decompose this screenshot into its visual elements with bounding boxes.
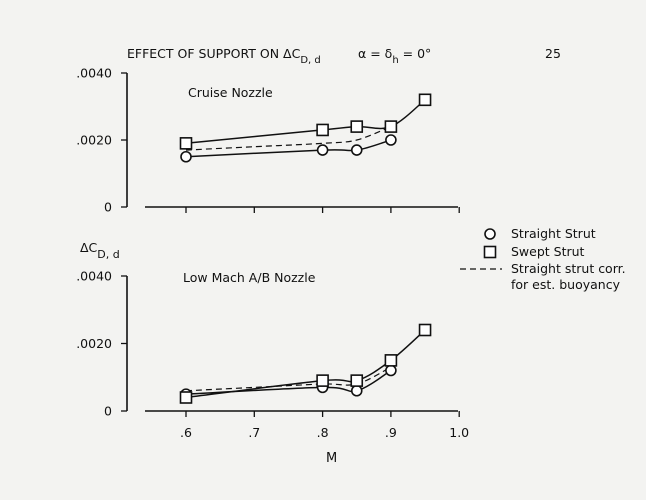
y-tick-label: 0	[104, 200, 112, 215]
data-point-circle	[350, 384, 363, 397]
y-ticks: 0 .0020 .0040	[76, 269, 127, 419]
data-point-circle	[350, 144, 363, 156]
data-point-square	[316, 123, 329, 137]
legend-label-corrected-cont: for est. buoyancy	[511, 277, 621, 292]
legend-circle-marker	[484, 228, 496, 240]
series-group	[179, 93, 432, 163]
x-ticks	[185, 207, 460, 213]
x-tick-label: 1.0	[449, 425, 469, 440]
data-point-square	[179, 137, 193, 150]
data-point-square	[384, 354, 398, 367]
legend-label-corrected: Straight strut corr.	[511, 261, 626, 276]
series-line-straight-strut	[185, 139, 392, 158]
legend: Straight Strut Swept Strut Straight stru…	[460, 226, 626, 292]
y-tick-label: .0020	[76, 133, 112, 148]
data-point-square	[384, 120, 398, 133]
panel-low-mach-ab-nozzle: Low Mach A/B Nozzle 0 .0020 .0040 .6 .7 .8 .9…	[76, 269, 469, 467]
y-tick-label: .0040	[76, 269, 112, 284]
data-point-square	[418, 323, 432, 337]
y-tick-label: 0	[104, 404, 112, 419]
x-tick-label: .6	[180, 425, 192, 440]
y-axis-label: ΔCD, d	[80, 240, 120, 261]
data-point-square	[350, 374, 364, 387]
x-tick-label: .8	[317, 425, 329, 440]
x-ticks: .6 .7 .8 .9 1.0	[180, 411, 469, 440]
panel-title: Cruise Nozzle	[188, 85, 273, 100]
data-point-square	[179, 391, 193, 404]
panel-title: Low Mach A/B Nozzle	[183, 270, 316, 285]
data-point-circle	[385, 364, 397, 377]
series-line-straight-strut-corr-for-est-buoyancy	[185, 366, 392, 392]
data-point-circle	[385, 134, 397, 146]
series-group	[179, 323, 432, 404]
y-tick-label: .0020	[76, 336, 112, 351]
series-line-straight-strut-corr-for-est-buoyancy	[185, 126, 392, 151]
data-point-square	[316, 374, 329, 387]
legend-label-swept-strut: Swept Strut	[511, 244, 585, 259]
x-axis-label: M	[326, 451, 337, 466]
y-ticks: 0 .0020 .0040	[76, 66, 127, 215]
legend-square-marker	[483, 245, 497, 259]
legend-label-straight-strut: Straight Strut	[511, 226, 596, 241]
x-tick-label: .7	[248, 425, 260, 440]
data-point-circle	[180, 150, 192, 163]
y-tick-label: .0040	[76, 66, 112, 81]
x-tick-label: .9	[385, 425, 397, 440]
figure-title: EFFECT OF SUPPORT ON ΔCD, d	[127, 46, 321, 66]
page-number: 25	[545, 46, 561, 61]
condition-label: α = δh = 0°	[358, 46, 431, 66]
data-point-square	[418, 93, 432, 107]
data-point-circle	[316, 144, 329, 156]
data-point-square	[350, 120, 364, 133]
panel-cruise-nozzle: Cruise Nozzle 0 .0020 .0040	[76, 66, 460, 215]
